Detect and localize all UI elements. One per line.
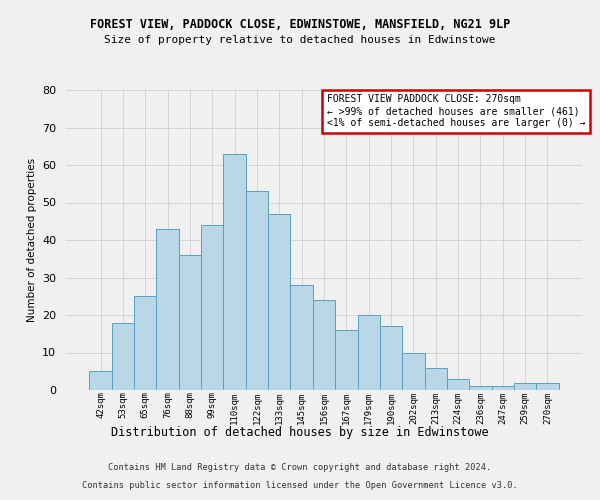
Bar (514, 382, 536, 390)
Bar (112, 322, 134, 390)
Bar (89, 371, 112, 390)
Bar (157, 229, 179, 390)
Bar (290, 285, 313, 390)
Y-axis label: Number of detached properties: Number of detached properties (26, 158, 37, 322)
Text: Distribution of detached houses by size in Edwinstowe: Distribution of detached houses by size … (111, 426, 489, 439)
Text: Size of property relative to detached houses in Edwinstowe: Size of property relative to detached ho… (104, 35, 496, 45)
Bar (536, 382, 559, 390)
Bar (313, 300, 335, 390)
Bar (469, 386, 491, 390)
Text: Contains public sector information licensed under the Open Government Licence v3: Contains public sector information licen… (82, 481, 518, 490)
Bar (223, 154, 246, 390)
Bar (380, 326, 402, 390)
Bar (425, 368, 447, 390)
Bar (201, 225, 223, 390)
Bar (491, 386, 514, 390)
Bar (402, 352, 425, 390)
Bar (134, 296, 157, 390)
Bar (358, 315, 380, 390)
Text: FOREST VIEW, PADDOCK CLOSE, EDWINSTOWE, MANSFIELD, NG21 9LP: FOREST VIEW, PADDOCK CLOSE, EDWINSTOWE, … (90, 18, 510, 30)
Bar (179, 255, 201, 390)
Bar (268, 214, 290, 390)
Bar (447, 379, 469, 390)
Text: Contains HM Land Registry data © Crown copyright and database right 2024.: Contains HM Land Registry data © Crown c… (109, 464, 491, 472)
Text: FOREST VIEW PADDOCK CLOSE: 270sqm
← >99% of detached houses are smaller (461)
<1: FOREST VIEW PADDOCK CLOSE: 270sqm ← >99%… (326, 94, 585, 128)
Bar (246, 191, 268, 390)
Bar (335, 330, 358, 390)
